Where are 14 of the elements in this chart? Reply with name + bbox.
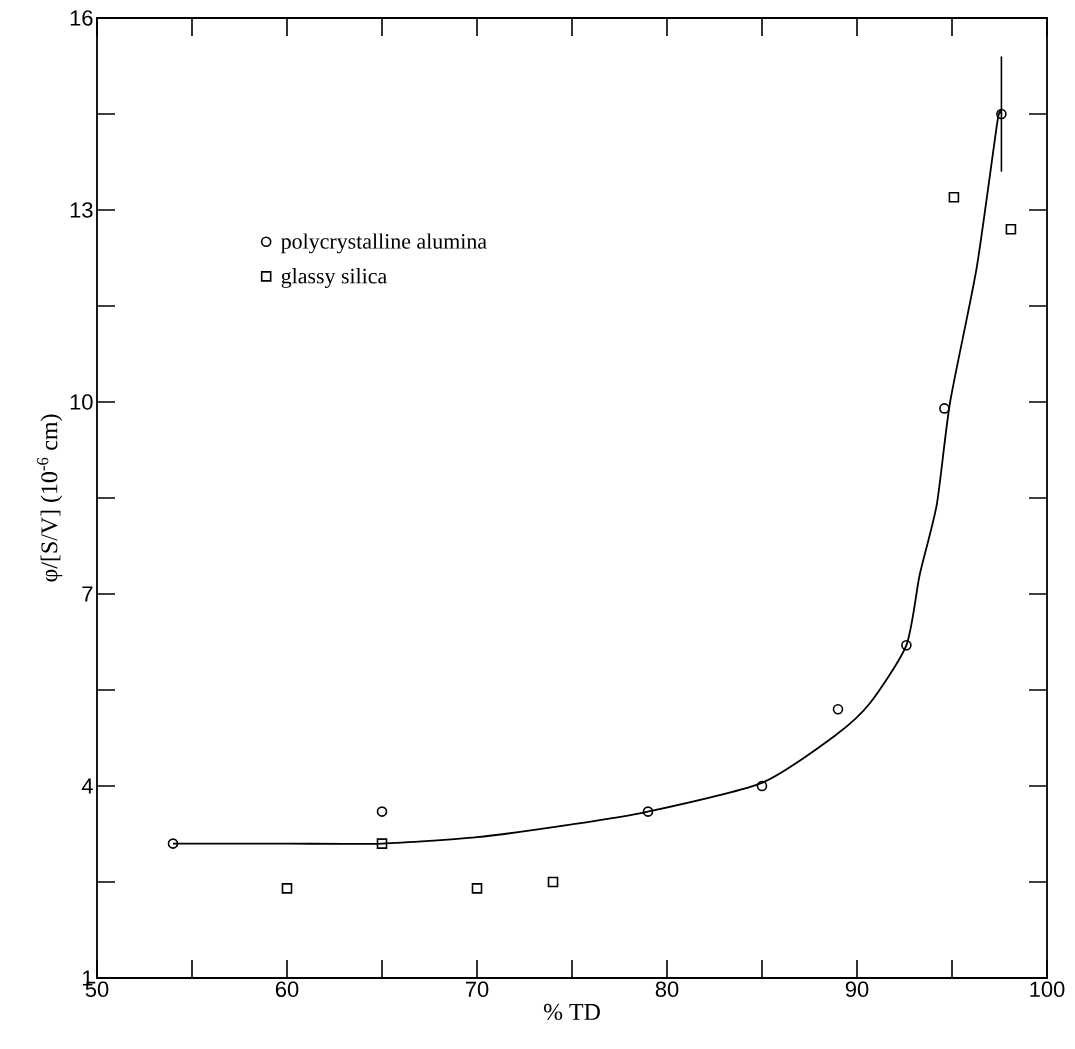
- x-axis-title: % TD: [543, 1003, 600, 1021]
- x-tick-label: 70: [465, 981, 489, 998]
- y-axis-title: φ/[S/V] (10$^{-6}$ cm): [37, 414, 63, 582]
- y-tick-label: 13: [70, 202, 93, 218]
- x-tick-label: 90: [845, 981, 869, 998]
- y-tick-label: 16: [70, 10, 93, 26]
- legend-label: polycrystalline alumina: [281, 233, 487, 254]
- x-tick-label: 100: [1030, 981, 1065, 998]
- legend-label: glassy silica: [281, 268, 387, 289]
- y-tick-label: 7: [82, 586, 93, 602]
- x-tick-label: 80: [655, 981, 679, 998]
- x-tick-label: 60: [275, 981, 299, 998]
- y-tick-label: 4: [81, 778, 93, 794]
- y-tick-label: 10: [70, 394, 93, 410]
